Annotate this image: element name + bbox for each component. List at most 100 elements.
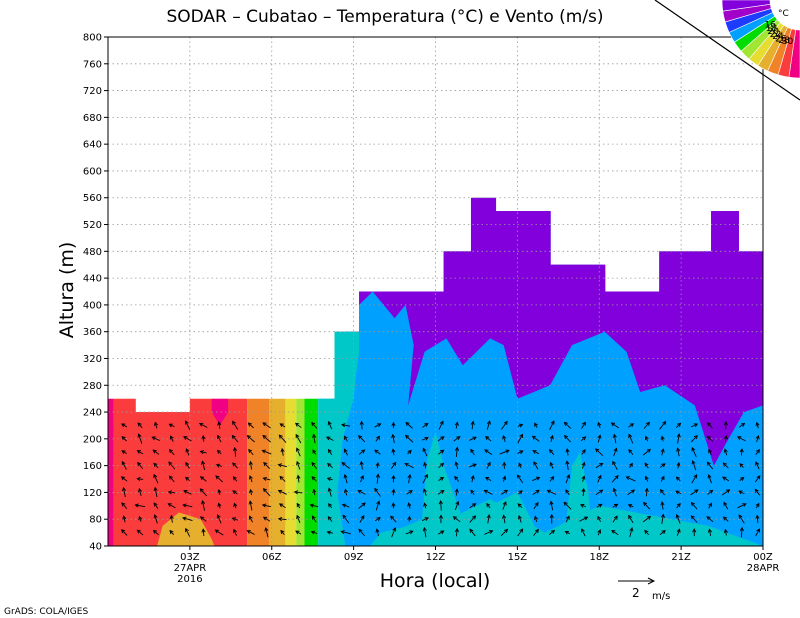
wind-vector <box>214 529 224 536</box>
x-axis-label: Hora (local) <box>380 570 491 592</box>
wind-vector <box>660 488 665 496</box>
wind-vector-shaft <box>486 462 491 469</box>
wind-vector <box>262 422 271 429</box>
y-tick-label: 40 <box>89 542 102 553</box>
wind-vector-shaft <box>183 490 192 495</box>
wind-vector-head <box>627 504 633 508</box>
vector-legend: 2 m/s <box>618 577 670 602</box>
wind-vector-shaft <box>123 487 126 498</box>
wind-vector <box>690 489 699 496</box>
wind-vector <box>676 528 681 537</box>
wind-vector <box>707 489 714 495</box>
wind-vector-head <box>677 422 682 427</box>
wind-vector-shaft <box>754 475 761 483</box>
wind-vector-head <box>169 435 174 440</box>
wind-vector-shaft <box>405 435 414 443</box>
wind-vector-head <box>676 502 681 508</box>
wind-vector-head <box>343 448 348 453</box>
wind-vector-shaft <box>470 449 475 456</box>
wind-vector-shaft <box>137 450 144 455</box>
wind-vector <box>454 500 460 511</box>
wind-vector-shaft <box>628 434 634 444</box>
wind-vector-shaft <box>677 434 680 444</box>
wind-vector-shaft <box>262 504 272 508</box>
wind-vector-head <box>279 475 284 480</box>
wind-vector-head <box>518 462 523 467</box>
wind-vector <box>279 475 286 482</box>
wind-vector <box>278 503 286 509</box>
wind-vector-shaft <box>121 436 127 442</box>
wind-vector-head <box>470 475 475 480</box>
wind-vector-shaft <box>565 474 570 484</box>
y-tick-label: 200 <box>83 434 102 445</box>
vector-legend-value: 2 <box>632 586 640 600</box>
wind-vector <box>168 461 176 470</box>
wind-vector-head <box>262 422 267 427</box>
wind-vector-head <box>489 530 494 534</box>
wind-vector-shaft <box>374 488 381 497</box>
wind-vector-shaft <box>137 529 144 536</box>
wind-vector <box>233 502 238 509</box>
wind-vector <box>277 517 287 522</box>
wind-vector <box>169 435 174 442</box>
wind-vector <box>422 436 429 441</box>
wind-vector-head <box>706 461 711 466</box>
wind-vector-head <box>581 487 586 493</box>
wind-vector-shaft <box>123 516 126 523</box>
wind-vector-head <box>675 490 680 495</box>
wind-vector-shaft <box>360 475 364 483</box>
wind-vector <box>610 422 619 429</box>
wind-vector-head <box>583 516 589 521</box>
wind-vector-shaft <box>232 517 238 521</box>
wind-vector <box>248 475 253 483</box>
wind-vector-shaft <box>642 448 651 456</box>
wind-vector <box>565 448 570 456</box>
wind-vector-head <box>151 436 156 441</box>
wind-vector-head <box>376 517 381 521</box>
wind-vector <box>644 529 649 536</box>
wind-vector <box>549 500 554 511</box>
wind-vector-shaft <box>248 422 254 429</box>
wind-vector <box>438 449 445 455</box>
wind-vector-head <box>277 463 282 468</box>
wind-vector-head <box>675 513 680 519</box>
wind-vector-shaft <box>469 503 476 509</box>
wind-vector-shaft <box>611 422 619 429</box>
wind-vector <box>469 515 477 523</box>
wind-vector <box>437 530 445 535</box>
wind-vector-head <box>296 474 301 480</box>
wind-vector-head <box>614 475 619 480</box>
colorbar-level-label: 24 <box>772 32 784 42</box>
wind-vector-shaft <box>661 502 664 510</box>
wind-vector <box>706 461 714 470</box>
wind-vector <box>153 473 159 484</box>
wind-vector <box>486 461 491 469</box>
wind-vector-shaft <box>375 436 380 442</box>
wind-vector-head <box>246 435 251 440</box>
wind-vector-head <box>738 490 743 495</box>
wind-vector <box>277 489 287 495</box>
wind-vector-shaft <box>263 477 271 481</box>
wind-vector-head <box>375 462 380 467</box>
wind-vector <box>359 460 364 470</box>
wind-vector-head <box>738 514 743 519</box>
wind-vector-head <box>563 421 568 426</box>
wind-vector-head <box>152 529 158 534</box>
wind-vector-head <box>153 514 158 519</box>
wind-vector-head <box>756 475 761 480</box>
wind-vector-shaft <box>484 530 493 535</box>
wind-vector-head <box>706 435 711 440</box>
wind-vector-head <box>232 446 238 452</box>
wind-vector <box>517 423 524 428</box>
wind-vector-head <box>643 501 648 506</box>
wind-vector-head <box>278 434 283 439</box>
wind-vector-shaft <box>628 515 634 524</box>
wind-vector-shaft <box>390 462 397 469</box>
wind-vector <box>153 486 158 498</box>
wind-vector-shaft <box>185 448 190 456</box>
wind-vector-head <box>454 461 459 466</box>
wind-vector <box>483 489 493 495</box>
wind-vector-head <box>629 423 635 428</box>
wind-vector-shaft <box>532 450 540 455</box>
wind-vector-head <box>486 514 491 519</box>
